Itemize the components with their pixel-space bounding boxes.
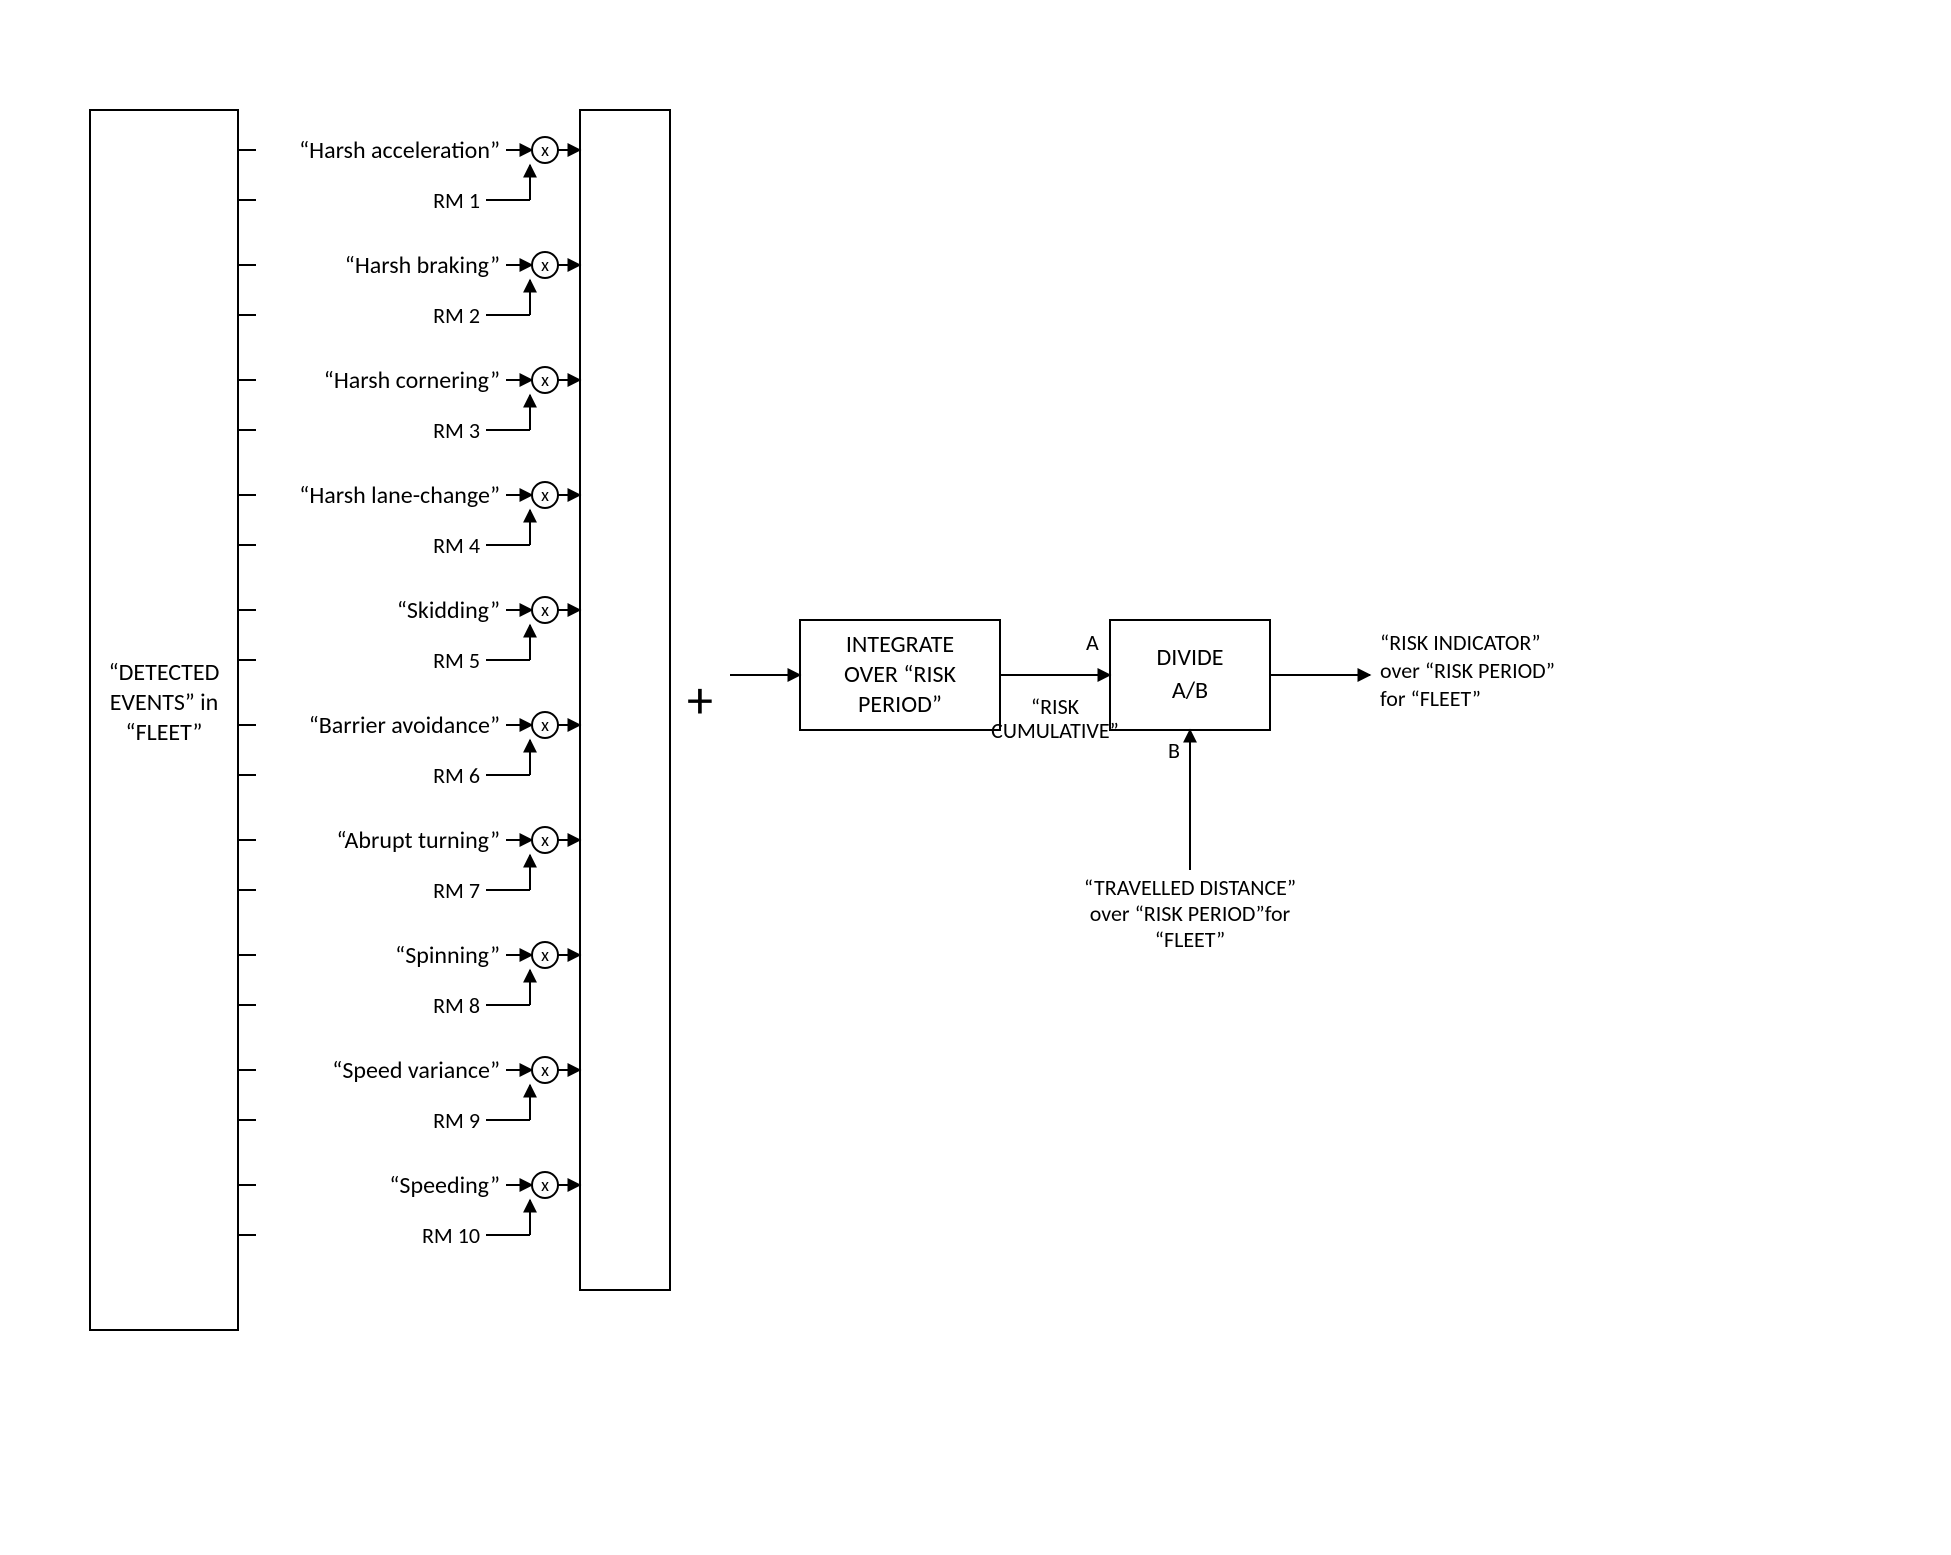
rm-label: RM 3 [433,417,480,444]
rm-label: RM 7 [433,877,480,904]
event-label: “Barrier avoidance” [309,711,500,740]
risk-cumulative-label: “RISK [1031,693,1080,720]
svg-text:“FLEET”: “FLEET” [1155,926,1226,953]
svg-text:x: x [541,254,549,276]
risk-flow-diagram: “DETECTEDEVENTS” in“FLEET”+“Harsh accele… [0,0,1951,1555]
sum-box [580,110,670,1290]
svg-text:x: x [541,829,549,851]
event-label: “Spinning” [395,941,500,970]
event-label: “Harsh acceleration” [299,136,500,165]
label-a: A [1086,629,1099,656]
integrate-label: INTEGRATE [846,630,954,659]
svg-text:x: x [541,369,549,391]
event-label: “Abrupt turning” [336,826,500,855]
event-label: “Speeding” [389,1171,500,1200]
svg-text:x: x [541,1059,549,1081]
detected-label: “DETECTED [109,658,220,687]
svg-text:x: x [541,944,549,966]
svg-text:EVENTS” in: EVENTS” in [110,688,219,717]
svg-text:PERIOD”: PERIOD” [858,690,942,719]
rm-label: RM 9 [433,1107,480,1134]
divide-label: DIVIDE [1157,643,1224,672]
svg-text:x: x [541,599,549,621]
event-label: “Speed variance” [332,1056,500,1085]
svg-text:CUMULATIVE”: CUMULATIVE” [991,717,1119,744]
svg-text:x: x [541,139,549,161]
svg-text:x: x [541,484,549,506]
travelled-distance-label: “TRAVELLED DISTANCE” [1084,874,1296,901]
rm-label: RM 10 [422,1222,480,1249]
svg-text:A/B: A/B [1172,676,1208,705]
event-label: “Harsh cornering” [324,366,500,395]
rm-label: RM 1 [433,187,480,214]
svg-text:for “FLEET”: for “FLEET” [1380,685,1481,712]
svg-text:over “RISK PERIOD”for: over “RISK PERIOD”for [1090,900,1291,927]
divide-box [1110,620,1270,730]
svg-text:x: x [541,714,549,736]
svg-text:OVER “RISK: OVER “RISK [844,660,957,689]
svg-text:“FLEET”: “FLEET” [126,718,203,747]
event-label: “Harsh braking” [345,251,500,280]
label-b: B [1168,737,1180,764]
rm-label: RM 2 [433,302,480,329]
plus-icon: + [687,668,713,732]
event-label: “Skidding” [397,596,500,625]
svg-text:x: x [541,1174,549,1196]
rm-label: RM 8 [433,992,480,1019]
risk-indicator-label: “RISK INDICATOR” [1380,629,1541,656]
rm-label: RM 4 [433,532,480,559]
event-label: “Harsh lane-change” [299,481,500,510]
svg-text:over “RISK PERIOD”: over “RISK PERIOD” [1380,657,1555,684]
rm-label: RM 6 [433,762,480,789]
rm-label: RM 5 [433,647,480,674]
